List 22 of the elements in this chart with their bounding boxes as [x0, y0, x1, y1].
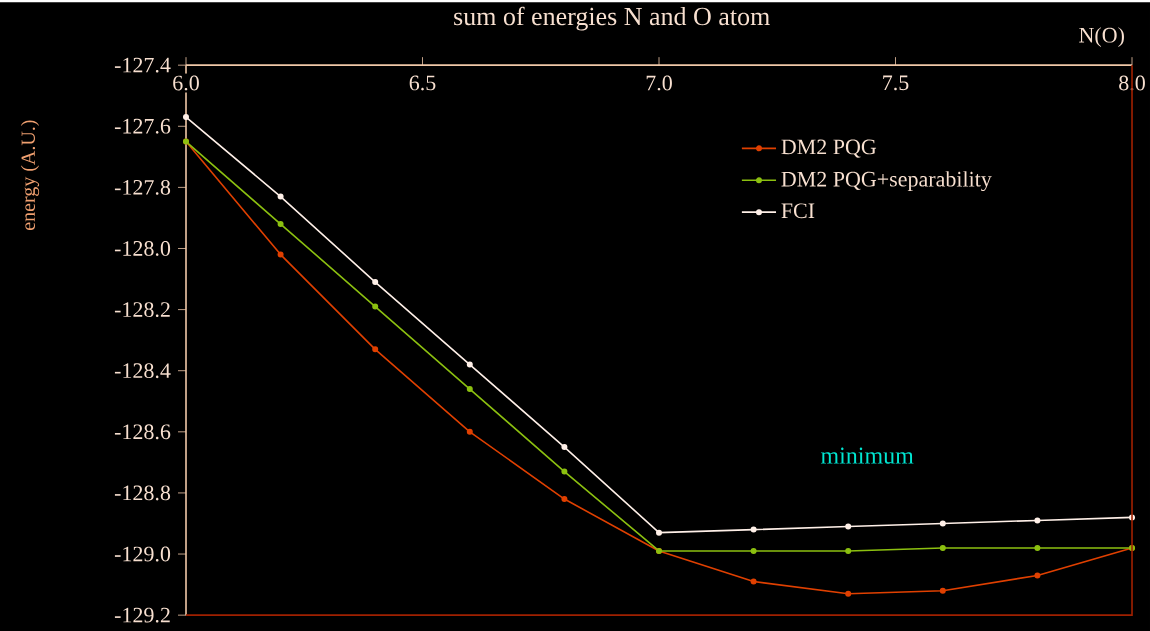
y-axis-title: energy (A.U.): [20, 120, 40, 230]
x-tick-label: 6.5: [409, 75, 436, 91]
y-tick-label: -128.8: [114, 485, 171, 501]
x-tick-label: 8.0: [1119, 75, 1145, 91]
y-tick-label: -127.8: [114, 179, 171, 195]
legend-label: DM2 PQG: [781, 139, 877, 158]
x-tick-label: 7.5: [883, 75, 909, 91]
x-tick-label: 6.0: [173, 75, 199, 91]
y-tick-label: -129.2: [114, 607, 170, 623]
legend-label: DM2 PQG+separability: [781, 171, 992, 192]
x-tick-label: 7.0: [646, 75, 672, 91]
y-tick-label: -128.6: [114, 424, 171, 440]
y-tick-label: -128.0: [114, 240, 171, 256]
y-tick-label: -127.4: [114, 57, 171, 73]
y-tick-label: -129.0: [114, 546, 171, 562]
y-tick-label: -127.6: [114, 118, 171, 134]
legend-label: FCI: [781, 203, 815, 219]
chart-title: sum of energies N and O atom: [454, 6, 770, 31]
annotation: minimum: [820, 447, 914, 464]
y-tick-label: -128.2: [114, 302, 170, 317]
x-axis-title: N(O): [1079, 27, 1124, 47]
y-tick-label: -128.4: [114, 363, 171, 379]
